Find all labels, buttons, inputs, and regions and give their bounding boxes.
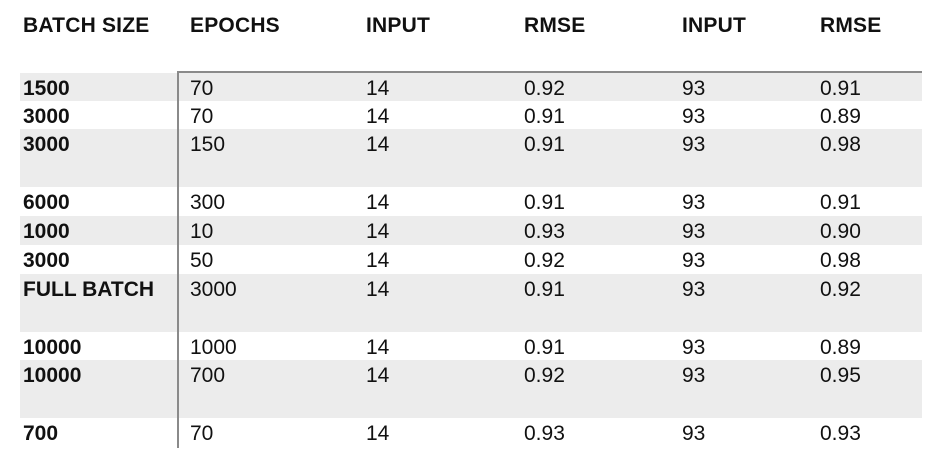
cell-input-1: 14 [366,278,390,301]
cell-rmse-2: 0.95 [820,364,861,387]
cell-epochs: 70 [190,105,214,128]
table-row: 3000 70 14 0.91 93 0.89 [20,101,922,129]
cell-rmse-2: 0.98 [820,133,861,156]
header-rmse-1: RMSE [524,14,586,37]
cell-input-2: 93 [682,220,706,243]
cell-batch-size: 3000 [23,133,70,156]
cell-input-2: 93 [682,191,706,214]
cell-input-1: 14 [366,336,390,359]
cell-input-1: 14 [366,191,390,214]
cell-batch-size: 1500 [23,77,70,100]
cell-epochs: 300 [190,191,226,214]
cell-rmse-1: 0.91 [524,191,565,214]
table-row: 700 70 14 0.93 93 0.93 [20,418,922,448]
cell-rmse-2: 0.91 [820,191,861,214]
table-row: 10000 700 14 0.92 93 0.95 [20,360,922,418]
cell-batch-size: 6000 [23,191,70,214]
table-row: 3000 150 14 0.91 93 0.98 [20,129,922,187]
cell-epochs: 1000 [190,336,237,359]
cell-input-1: 14 [366,422,390,445]
column-divider [177,71,179,448]
table-row: 3000 50 14 0.92 93 0.98 [20,245,922,274]
cell-rmse-2: 0.91 [820,77,861,100]
cell-rmse-2: 0.93 [820,422,861,445]
table-row: 10000 1000 14 0.91 93 0.89 [20,332,922,360]
cell-batch-size: FULL BATCH [23,278,155,301]
header-rmse-2: RMSE [820,14,882,37]
table-row: 1500 70 14 0.92 93 0.91 [20,73,922,101]
cell-epochs: 70 [190,77,214,100]
cell-rmse-2: 0.92 [820,278,861,301]
cell-input-1: 14 [366,220,390,243]
cell-batch-size: 3000 [23,249,70,272]
cell-input-1: 14 [366,364,390,387]
cell-input-2: 93 [682,336,706,359]
cell-epochs: 10 [190,220,214,243]
cell-rmse-2: 0.89 [820,336,861,359]
header-epochs: EPOCHS [190,14,280,37]
cell-batch-size: 700 [23,422,59,445]
cell-rmse-2: 0.89 [820,105,861,128]
cell-epochs: 3000 [190,278,237,301]
cell-input-1: 14 [366,77,390,100]
table-row: FULL BATCH 3000 14 0.91 93 0.92 [20,274,922,332]
cell-batch-size: 1000 [23,220,70,243]
cell-rmse-1: 0.91 [524,133,565,156]
cell-rmse-1: 0.93 [524,422,565,445]
header-input-1: INPUT [366,14,430,37]
cell-rmse-1: 0.91 [524,336,565,359]
cell-input-2: 93 [682,364,706,387]
cell-epochs: 700 [190,364,226,387]
cell-input-1: 14 [366,249,390,272]
cell-batch-size: 3000 [23,105,70,128]
cell-epochs: 150 [190,133,226,156]
table-row: 6000 300 14 0.91 93 0.91 [20,187,922,216]
cell-input-2: 93 [682,278,706,301]
cell-epochs: 70 [190,422,214,445]
cell-rmse-2: 0.90 [820,220,861,243]
cell-rmse-1: 0.91 [524,105,565,128]
table-header: BATCH SIZE EPOCHS INPUT RMSE INPUT RMSE [0,14,922,44]
cell-input-1: 14 [366,105,390,128]
table-row: 1000 10 14 0.93 93 0.90 [20,216,922,245]
cell-batch-size: 10000 [23,336,82,359]
cell-input-2: 93 [682,77,706,100]
cell-batch-size: 10000 [23,364,82,387]
cell-input-2: 93 [682,105,706,128]
cell-rmse-1: 0.92 [524,249,565,272]
cell-input-1: 14 [366,133,390,156]
cell-rmse-1: 0.92 [524,364,565,387]
header-input-2: INPUT [682,14,746,37]
header-divider [177,71,922,73]
cell-input-2: 93 [682,422,706,445]
cell-input-2: 93 [682,249,706,272]
cell-rmse-1: 0.93 [524,220,565,243]
cell-input-2: 93 [682,133,706,156]
cell-rmse-1: 0.91 [524,278,565,301]
header-batch-size: BATCH SIZE [23,14,150,37]
cell-rmse-2: 0.98 [820,249,861,272]
cell-rmse-1: 0.92 [524,77,565,100]
cell-epochs: 50 [190,249,214,272]
